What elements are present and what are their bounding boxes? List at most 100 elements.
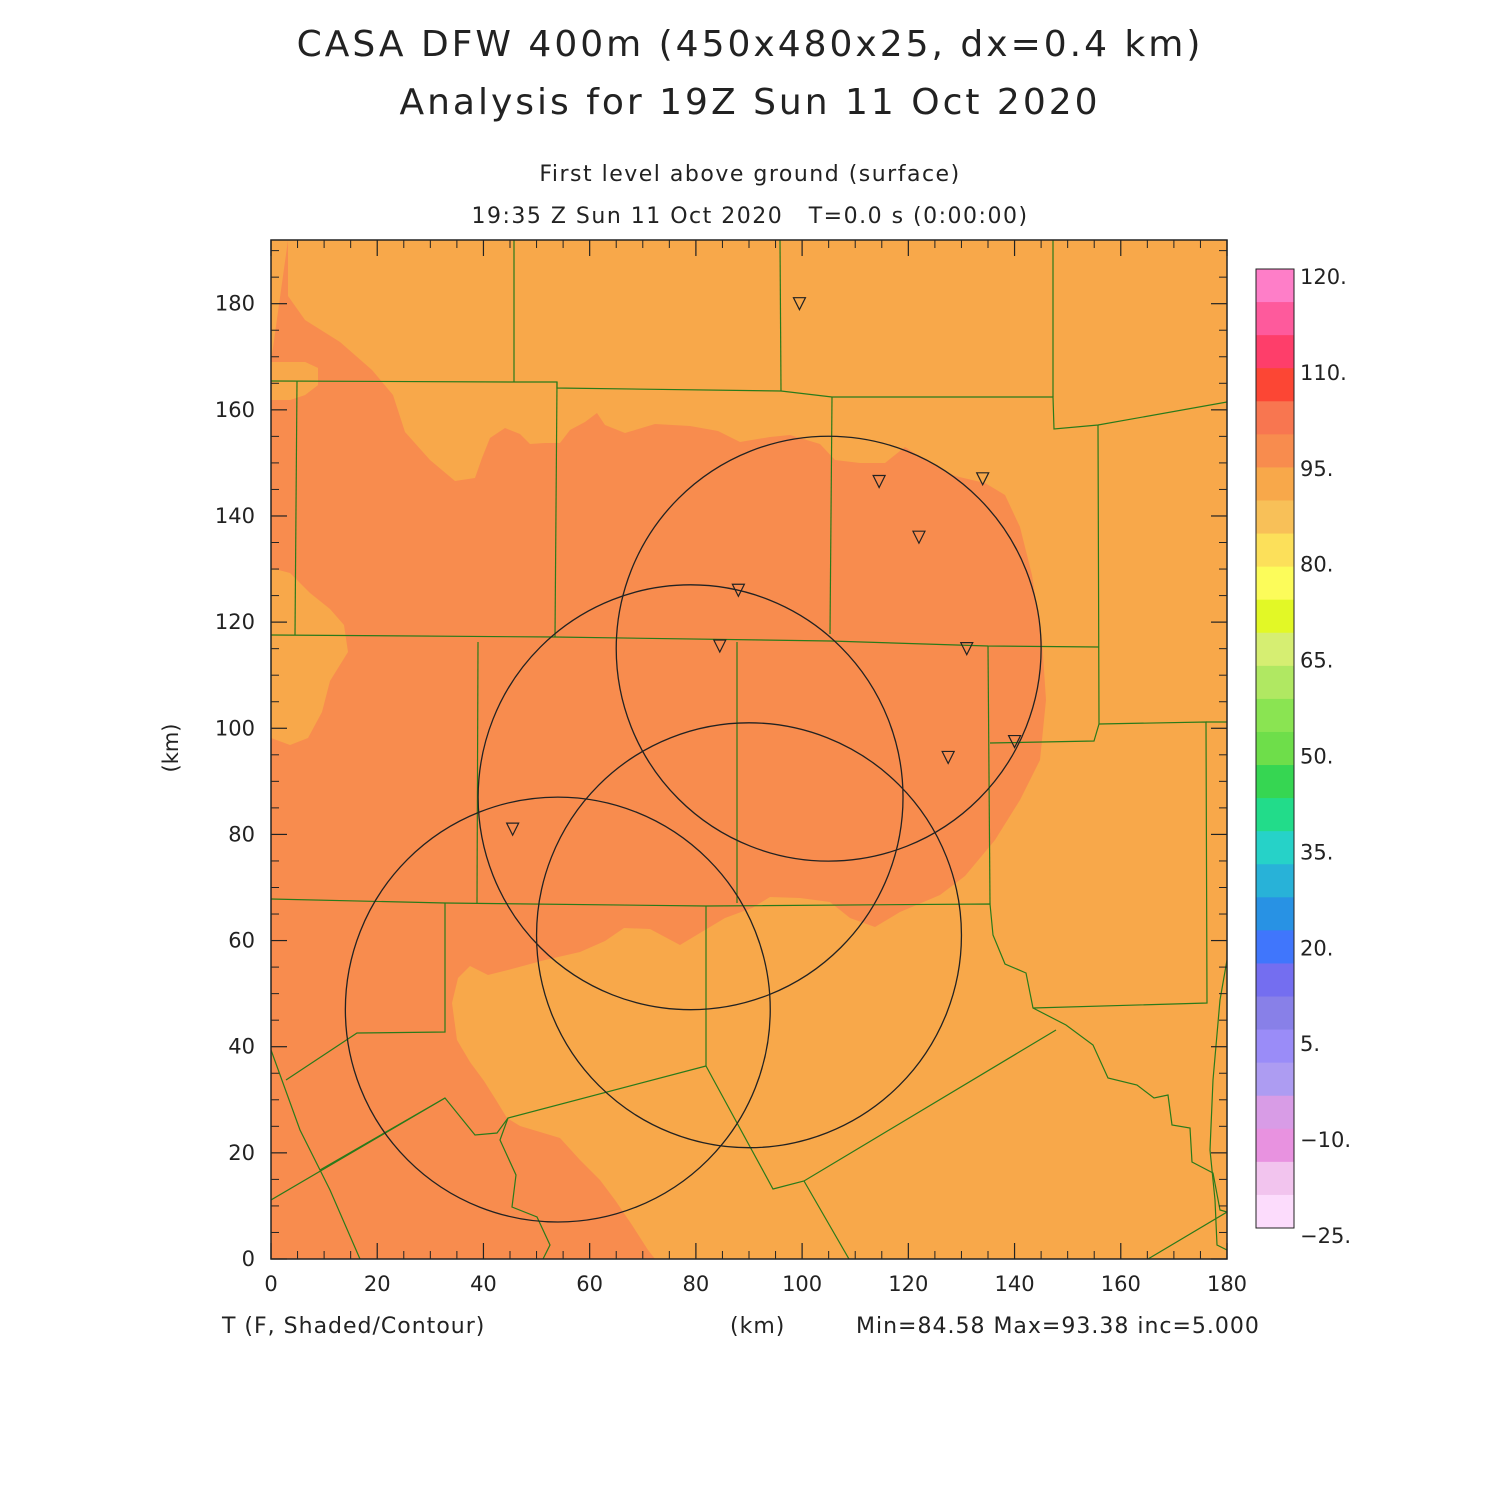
radar-site-marker bbox=[941, 750, 956, 765]
county-boundaries bbox=[271, 240, 1227, 1259]
y-tick-label: 80 bbox=[228, 822, 255, 846]
radar-site-marker bbox=[959, 642, 974, 657]
radar-site-marker bbox=[505, 822, 520, 837]
county-line bbox=[705, 1029, 1057, 1190]
county-line bbox=[271, 380, 1227, 430]
range-ring-1 bbox=[615, 435, 1042, 862]
county-line bbox=[989, 424, 1100, 744]
colorbar-swatch bbox=[1256, 864, 1294, 898]
colorbar-swatch bbox=[1256, 698, 1294, 733]
colorbar-swatch bbox=[1256, 533, 1294, 568]
colorbar-label: 20. bbox=[1300, 936, 1333, 960]
y-axis: 0 20 40 60 80 100 120 140 160 180 bbox=[215, 250, 1227, 1271]
county-line bbox=[1147, 1211, 1227, 1259]
x-axis: 0 20 40 60 80 100 120 140 160 180 bbox=[264, 240, 1247, 1296]
colorbar-label: 65. bbox=[1300, 649, 1333, 673]
colorbar-swatch bbox=[1256, 599, 1294, 634]
colorbar-swatch bbox=[1256, 1128, 1294, 1163]
colorbar-swatch bbox=[1256, 765, 1294, 799]
temperature-shade-warm bbox=[271, 240, 1046, 1259]
county-line bbox=[779, 240, 782, 392]
title-line-2: Analysis for 19Z Sun 11 Oct 2020 bbox=[399, 82, 1101, 123]
colorbar-swatch bbox=[1256, 963, 1294, 998]
y-tick-label: 0 bbox=[242, 1247, 255, 1271]
county-line bbox=[271, 898, 1227, 1213]
colorbar-label: −25. bbox=[1300, 1224, 1351, 1248]
valid-time-label: 19:35 Z Sun 11 Oct 2020 T=0.0 s (0:00:00… bbox=[471, 204, 1029, 229]
y-axis-label: (km) bbox=[159, 723, 183, 772]
x-tick-label: 160 bbox=[1101, 1272, 1141, 1296]
colorbar-swatch bbox=[1256, 1161, 1294, 1196]
y-tick-label: 120 bbox=[215, 610, 255, 634]
x-tick-label: 80 bbox=[683, 1272, 710, 1296]
y-tick-label: 40 bbox=[228, 1035, 255, 1059]
range-ring-3 bbox=[535, 722, 963, 1149]
colorbar-label: 110. bbox=[1300, 361, 1347, 385]
level-label: First level above ground (surface) bbox=[539, 162, 961, 187]
y-tick-label: 20 bbox=[228, 1141, 255, 1165]
colorbar-swatch bbox=[1256, 434, 1294, 468]
x-axis-label: (km) bbox=[730, 1314, 786, 1339]
colorbar-swatch bbox=[1256, 665, 1294, 700]
colorbar-swatch bbox=[1256, 996, 1294, 1031]
colorbar-swatch bbox=[1256, 566, 1294, 601]
county-line bbox=[271, 1049, 361, 1259]
range-ring-2 bbox=[477, 584, 904, 1011]
county-line bbox=[1209, 959, 1227, 1251]
x-tick-label: 40 bbox=[470, 1272, 497, 1296]
county-line bbox=[294, 380, 298, 636]
x-tick-label: 0 bbox=[264, 1272, 277, 1296]
colorbar-swatch bbox=[1256, 335, 1294, 369]
y-tick-label: 60 bbox=[228, 929, 255, 953]
colorbar-swatch bbox=[1256, 731, 1294, 766]
radar-site-marker bbox=[975, 472, 990, 487]
radar-site-marker bbox=[1007, 734, 1022, 749]
county-line bbox=[554, 381, 558, 638]
colorbar-swatch bbox=[1256, 1095, 1294, 1130]
colorbar-swatch bbox=[1256, 467, 1294, 501]
y-tick-label: 100 bbox=[215, 716, 255, 740]
colorbar-swatch bbox=[1256, 302, 1294, 336]
colorbar-swatch bbox=[1256, 500, 1294, 535]
colorbar-swatch bbox=[1256, 930, 1294, 964]
x-tick-label: 100 bbox=[782, 1272, 822, 1296]
county-line bbox=[803, 1180, 850, 1259]
county-line bbox=[1032, 721, 1208, 1009]
x-tick-label: 60 bbox=[576, 1272, 603, 1296]
colorbar: 120. 110. 95. 80. 65. 50. 35. 20. 5. −10. −25. bbox=[1255, 265, 1351, 1248]
county-line bbox=[476, 641, 479, 905]
colorbar-label: 35. bbox=[1300, 840, 1333, 864]
county-line bbox=[271, 634, 1100, 648]
colorbar-swatch bbox=[1256, 632, 1294, 667]
colorbar-swatch bbox=[1256, 897, 1294, 931]
colorbar-swatch bbox=[1256, 798, 1294, 832]
colorbar-frame bbox=[1255, 268, 1295, 1229]
shaded-field bbox=[271, 240, 1227, 1259]
radar-site-marker bbox=[792, 297, 807, 312]
radar-site-marker bbox=[712, 639, 727, 654]
radar-site-marker bbox=[731, 583, 746, 598]
colorbar-label: 95. bbox=[1300, 457, 1333, 481]
x-tick-label: 180 bbox=[1207, 1272, 1247, 1296]
colorbar-swatch bbox=[1256, 1029, 1294, 1064]
colorbar-label: 80. bbox=[1300, 553, 1333, 577]
range-ring-4 bbox=[344, 796, 771, 1223]
colorbar-swatch bbox=[1256, 831, 1294, 865]
colorbar-label: 5. bbox=[1300, 1032, 1320, 1056]
radar-site-marker bbox=[911, 530, 926, 545]
colorbar-label: 120. bbox=[1300, 265, 1347, 289]
colorbar-swatch bbox=[1256, 1062, 1294, 1097]
radar-site-marker bbox=[872, 474, 887, 489]
x-tick-label: 20 bbox=[364, 1272, 391, 1296]
y-tick-label: 160 bbox=[215, 398, 255, 422]
county-line bbox=[987, 645, 991, 905]
colorbar-label: 50. bbox=[1300, 745, 1333, 769]
colorbar-swatch bbox=[1256, 368, 1294, 402]
y-tick-label: 180 bbox=[215, 292, 255, 316]
field-stats: Min=84.58 Max=93.38 inc=5.000 bbox=[856, 1314, 1260, 1339]
colorbar-swatch bbox=[1256, 269, 1294, 303]
field-label: T (F, Shaded/Contour) bbox=[222, 1314, 486, 1339]
x-tick-label: 140 bbox=[995, 1272, 1035, 1296]
colorbar-label: −10. bbox=[1300, 1128, 1351, 1152]
